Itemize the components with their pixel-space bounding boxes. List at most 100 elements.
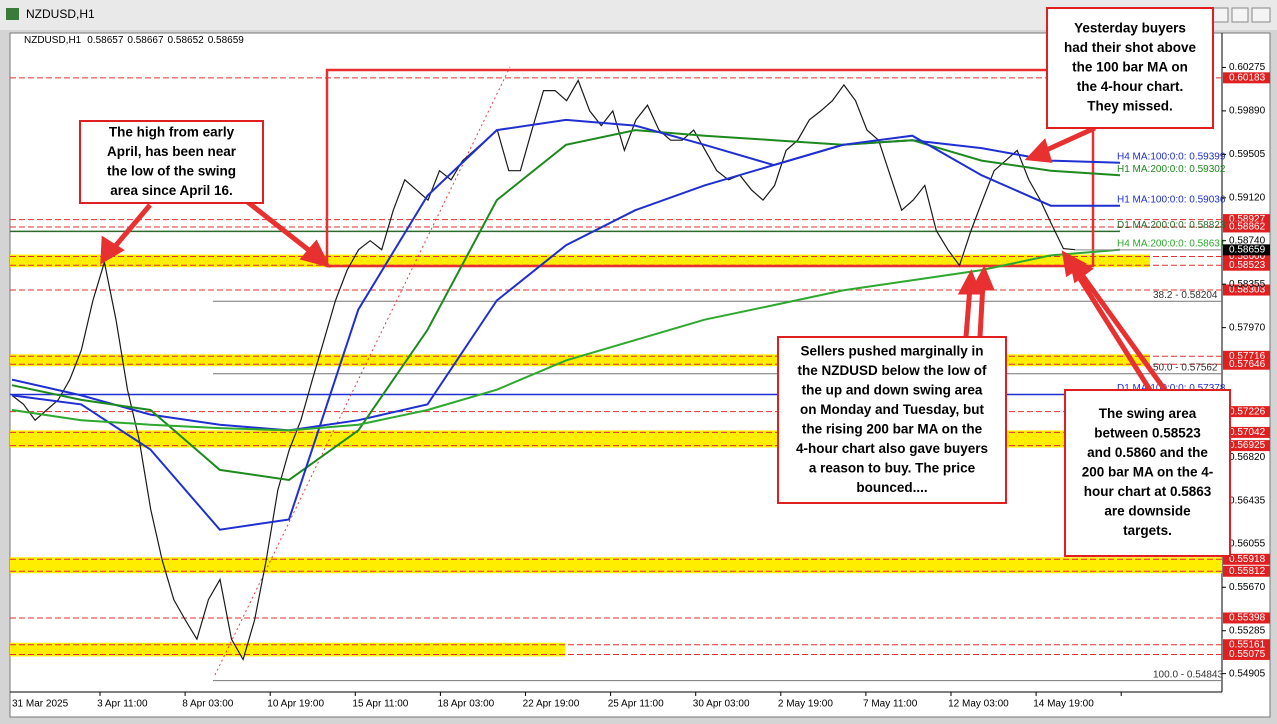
- minimize-button[interactable]: [1211, 7, 1229, 23]
- annotation-text: They missed.: [1087, 99, 1173, 114]
- arrow: [977, 282, 986, 338]
- level-tag: [1223, 440, 1270, 452]
- arrow: [110, 203, 152, 252]
- arrow: [963, 286, 973, 338]
- fib-label: 100.0 - 0.54843: [1153, 669, 1223, 680]
- level-tag: [1223, 221, 1270, 233]
- y-tick-label: 0.58740: [1229, 235, 1266, 246]
- arrow-head: [1068, 256, 1094, 284]
- arrow-head: [970, 265, 995, 291]
- y-tick-label: 0.54905: [1229, 668, 1266, 679]
- annotation-text: 200 bar MA on the 4-: [1082, 465, 1214, 480]
- window-buttons: [1211, 7, 1271, 23]
- level-tag: [1223, 553, 1270, 565]
- x-tick-label: 22 Apr 19:00: [523, 699, 580, 710]
- level-tag-label: 0.60183: [1229, 72, 1266, 83]
- y-tick-label: 0.56435: [1229, 496, 1266, 507]
- level-tag-label: 0.58523: [1229, 260, 1266, 271]
- level-tag-label: 0.58303: [1229, 285, 1266, 296]
- maximize-button[interactable]: [1231, 7, 1249, 23]
- swing-area-box: [325, 68, 1095, 268]
- level-tag: [1223, 406, 1270, 418]
- ma-label: H1 MA:100:0:0: 0.59036: [1117, 194, 1226, 205]
- level-tag: [1223, 72, 1270, 84]
- annotation-text: The high from early: [109, 124, 235, 139]
- annotation-text: area since April 16.: [110, 183, 233, 198]
- x-tick-label: 15 Apr 11:00: [352, 699, 408, 710]
- fib-label: 38.2 - 0.58204: [1153, 290, 1218, 301]
- axes: 0.60275 0.59890 0.59505 0.59120 0.58740 0.583…: [12, 62, 1266, 710]
- annotation-text: the low of the swing: [107, 163, 236, 178]
- level-tag: [1223, 284, 1270, 296]
- y-tick-label: 0.56820: [1229, 452, 1266, 463]
- x-tick-label: 14 May 19:00: [1033, 699, 1094, 710]
- ma-line: [11, 118, 1120, 531]
- fib-label: 50.0 - 0.57562: [1153, 362, 1218, 373]
- level-tag-label: 0.58600: [1229, 251, 1266, 262]
- level-tag: [1223, 358, 1270, 370]
- current-price-tag: [1223, 244, 1270, 256]
- window-title: NZDUSD,H1: [26, 7, 95, 21]
- annotation-text: Sellers pushed marginally in: [800, 343, 983, 358]
- annotation-text: targets.: [1123, 523, 1172, 538]
- annotation-text: on Monday and Tuesday, but: [800, 402, 985, 417]
- window-icon: [6, 8, 19, 20]
- level-tag-label: 0.55918: [1229, 554, 1266, 565]
- level-tag: [1223, 426, 1270, 438]
- y-tick-label: 0.59890: [1229, 106, 1266, 117]
- annotation-text: a reason to buy. The price: [809, 460, 976, 475]
- annotations: The high from early April, has been near t…: [79, 7, 1231, 557]
- x-tick-label: 10 Apr 19:00: [267, 699, 324, 710]
- close-button[interactable]: [1251, 7, 1271, 23]
- current-price-label: 0.58659: [1229, 244, 1266, 255]
- x-tick-label: 31 Mar 2025: [12, 699, 69, 710]
- annotation-text: Yesterday buyers: [1074, 21, 1186, 36]
- x-tick-label: 3 Apr 11:00: [97, 699, 148, 710]
- annotation-text: the 100 bar MA on: [1072, 60, 1188, 75]
- arrow: [243, 198, 317, 257]
- level-tag: [1223, 612, 1270, 624]
- support-zone: [10, 642, 565, 657]
- ma-label: D1 MA:100:0:0: 0.57378: [1117, 383, 1226, 394]
- annotation-box: [777, 336, 1007, 504]
- high: 0.58667: [127, 35, 164, 46]
- annotation-text: April, has been near: [107, 144, 237, 159]
- annotation-text: the rising 200 bar MA on the: [802, 421, 983, 436]
- level-tag: [1223, 565, 1270, 577]
- arrow-head: [1024, 138, 1053, 163]
- y-tick-label: 0.58355: [1229, 279, 1266, 290]
- symbol: NZDUSD,H1: [24, 35, 82, 46]
- arrow: [1040, 125, 1097, 155]
- level-tag-label: 0.55075: [1229, 649, 1266, 660]
- y-tick-label: 0.59505: [1229, 149, 1266, 160]
- ma-line: [11, 139, 1121, 432]
- x-tick-label: 12 May 03:00: [948, 699, 1009, 710]
- arrow-head: [299, 239, 331, 268]
- annotation-text: between 0.58523: [1094, 426, 1201, 441]
- level-tag-label: 0.56925: [1229, 440, 1266, 451]
- annotation-text: The swing area: [1099, 406, 1197, 421]
- ma-label: D1 MA:200:0:0: 0.58823: [1117, 220, 1226, 231]
- level-tag-label: 0.55812: [1229, 566, 1266, 577]
- ma-label: H4 MA:100:0:0: 0.59399: [1117, 151, 1226, 162]
- annotation-text: the NZDUSD below the low of: [798, 363, 987, 378]
- level-tag: [1223, 251, 1270, 263]
- level-tag: [1223, 648, 1270, 660]
- annotation-text: the up and down swing area: [802, 382, 983, 397]
- y-tick-label: 0.59120: [1229, 192, 1266, 203]
- close: 0.58659: [208, 35, 245, 46]
- annotation-box: [1046, 7, 1214, 129]
- level-tag-label: 0.55398: [1229, 613, 1266, 624]
- annotation-text: had their shot above: [1064, 40, 1197, 55]
- level-tag-label: 0.57646: [1229, 359, 1266, 370]
- low: 0.58652: [168, 35, 205, 46]
- level-tag-label: 0.58862: [1229, 222, 1266, 233]
- annotation-text: the 4-hour chart.: [1077, 79, 1184, 94]
- support-zone: [10, 254, 1150, 268]
- y-tick-label: 0.55285: [1229, 625, 1266, 636]
- level-tag-label: 0.58927: [1229, 214, 1266, 225]
- level-tag-label: 0.57042: [1229, 427, 1266, 438]
- chart-header: NZDUSD,H1 0.58657 0.58667 0.58652 0.58659: [24, 35, 244, 46]
- open: 0.58657: [87, 35, 124, 46]
